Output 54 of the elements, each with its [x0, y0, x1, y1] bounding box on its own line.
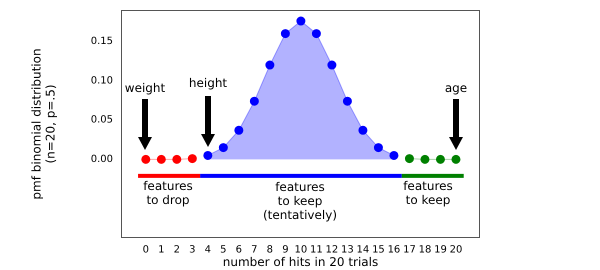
x-tick-label: 3	[189, 244, 196, 256]
point	[404, 154, 414, 164]
point	[296, 16, 306, 26]
point	[250, 96, 259, 106]
x-tick-label: 1	[158, 244, 165, 256]
point	[327, 60, 336, 70]
point	[436, 154, 445, 164]
x-tick-label: 4	[204, 244, 212, 256]
x-axis-title: number of hits in 20 trials	[222, 254, 378, 269]
x-tick-label: 14	[356, 244, 370, 256]
x-tick-label: 19	[434, 244, 447, 256]
annotation: features to drop	[143, 179, 193, 207]
x-tick-label: 0	[142, 244, 149, 256]
annotation: features to keep (tentatively)	[262, 180, 338, 222]
point	[141, 154, 150, 164]
x-tick-label: 15	[372, 244, 385, 256]
point	[389, 150, 398, 160]
x-tick-label: 13	[341, 244, 354, 256]
x-tick-label: 5	[220, 244, 227, 256]
point	[172, 154, 182, 164]
y-tick-label: 0.10	[90, 75, 113, 86]
point	[420, 154, 430, 164]
point	[156, 154, 166, 164]
x-tick-label: 12	[326, 244, 338, 256]
x-tick-label: 20	[450, 244, 462, 256]
x-tick-label: 2	[174, 244, 180, 256]
x-tick-label: 16	[388, 244, 400, 256]
point	[312, 29, 321, 38]
x-tick-label: 10	[294, 244, 308, 256]
x-tick-label: 6	[236, 244, 242, 256]
point	[234, 126, 244, 135]
point	[451, 154, 460, 164]
y-tick-label: 0.00	[90, 154, 113, 165]
point	[374, 143, 383, 152]
y-tick-label: 0.05	[90, 114, 113, 126]
annotation: height	[188, 76, 228, 90]
point	[280, 29, 290, 38]
x-tick-label: 9	[282, 244, 289, 256]
x-tick-label: 7	[251, 244, 258, 256]
annotation: features to keep	[403, 179, 453, 207]
y-axis-title: pmf binomial distribution (n=20, p=.5)	[29, 48, 58, 200]
point	[265, 60, 274, 70]
annotation: weight	[124, 81, 166, 95]
annotation: age	[444, 81, 468, 95]
y-tick-label: 0.15	[90, 36, 113, 48]
point	[203, 150, 212, 160]
point	[218, 143, 228, 152]
x-tick-label: 18	[418, 244, 432, 256]
point	[342, 96, 352, 106]
x-tick-label: 11	[310, 244, 323, 256]
x-tick-label: 17	[403, 244, 416, 256]
point	[358, 126, 368, 135]
point	[188, 154, 197, 164]
x-tick-label: 8	[266, 244, 274, 256]
